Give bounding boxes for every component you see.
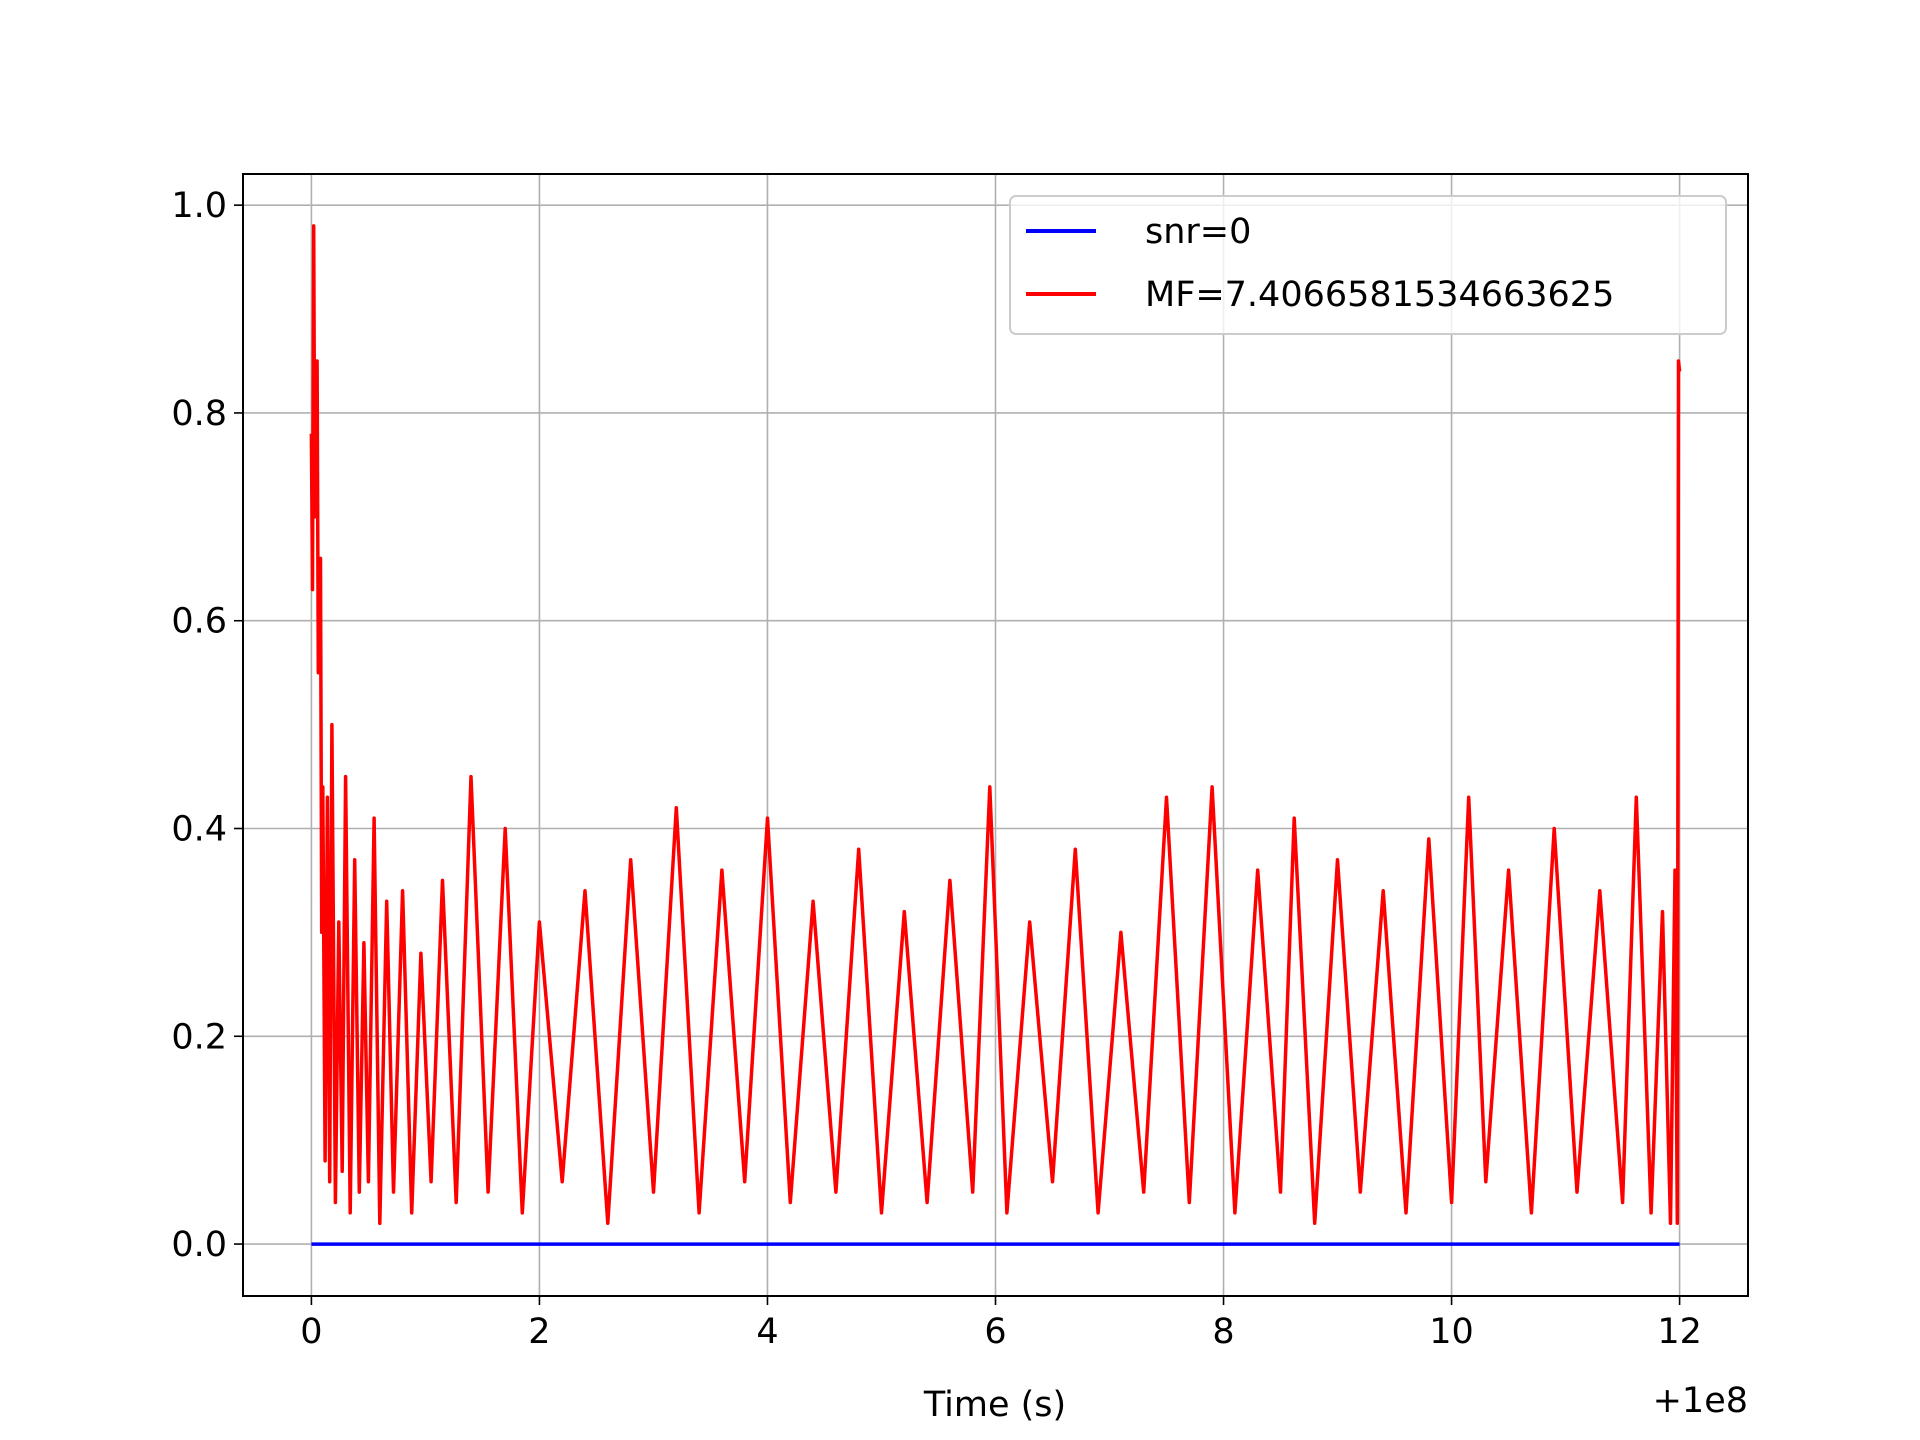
y-tick-label: 0.4 <box>171 810 227 850</box>
y-tick-label: 1.0 <box>171 186 227 226</box>
x-tick-label: 10 <box>1429 1312 1474 1352</box>
x-tick-label: 0 <box>300 1312 322 1352</box>
x-tick-label: 4 <box>756 1312 778 1352</box>
x-tick-label: 2 <box>528 1312 550 1352</box>
y-tick-label: 0.2 <box>171 1017 227 1057</box>
series-line <box>309 224 1682 1226</box>
x-tick-label: 12 <box>1657 1312 1702 1352</box>
y-tick-label: 0.8 <box>171 394 227 434</box>
x-tick-label: 8 <box>1212 1312 1234 1352</box>
series-layer <box>309 224 1682 1246</box>
legend-label: snr=0 <box>1145 212 1251 252</box>
x-tick-label: 6 <box>984 1312 1006 1352</box>
x-offset-label: +1e8 <box>1653 1381 1748 1421</box>
legend-box <box>1009 195 1727 335</box>
y-tick-label: 0.6 <box>171 602 227 642</box>
y-tick-label: 0.0 <box>171 1225 227 1265</box>
legend: snr=0 MF=7.4066581534663625 <box>1009 195 1727 335</box>
x-axis-label: Time (s) <box>923 1385 1066 1425</box>
ticks: 0 2 4 6 8 10 12 0.0 0.2 0.4 0.6 0.8 1.0 <box>171 186 1702 1352</box>
legend-label: MF=7.4066581534663625 <box>1145 275 1614 315</box>
